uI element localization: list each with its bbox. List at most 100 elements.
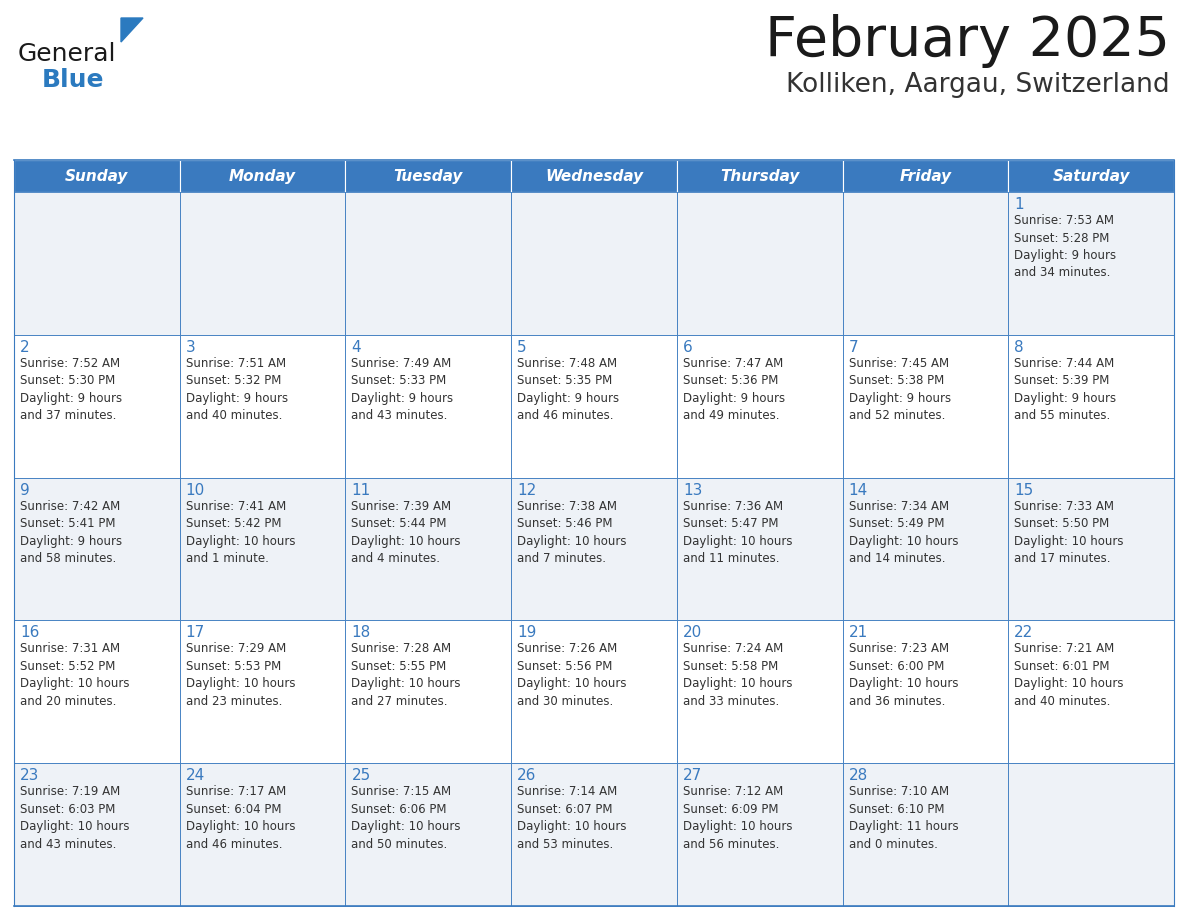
Text: 6: 6: [683, 340, 693, 354]
Bar: [677, 477, 842, 621]
Text: 12: 12: [517, 483, 537, 498]
Text: Wednesday: Wednesday: [545, 169, 643, 184]
Text: Sunrise: 7:24 AM
Sunset: 5:58 PM
Daylight: 10 hours
and 33 minutes.: Sunrise: 7:24 AM Sunset: 5:58 PM Dayligh…: [683, 643, 792, 708]
Bar: [842, 192, 1009, 335]
Text: Sunrise: 7:51 AM
Sunset: 5:32 PM
Daylight: 9 hours
and 40 minutes.: Sunrise: 7:51 AM Sunset: 5:32 PM Dayligh…: [185, 357, 287, 422]
Bar: [677, 335, 842, 477]
Text: Sunrise: 7:48 AM
Sunset: 5:35 PM
Daylight: 9 hours
and 46 minutes.: Sunrise: 7:48 AM Sunset: 5:35 PM Dayligh…: [517, 357, 619, 422]
Bar: [511, 477, 677, 621]
Bar: [14, 192, 179, 335]
Text: Sunrise: 7:42 AM
Sunset: 5:41 PM
Daylight: 9 hours
and 58 minutes.: Sunrise: 7:42 AM Sunset: 5:41 PM Dayligh…: [20, 499, 122, 565]
Text: Sunrise: 7:38 AM
Sunset: 5:46 PM
Daylight: 10 hours
and 7 minutes.: Sunrise: 7:38 AM Sunset: 5:46 PM Dayligh…: [517, 499, 626, 565]
Text: Sunrise: 7:33 AM
Sunset: 5:50 PM
Daylight: 10 hours
and 17 minutes.: Sunrise: 7:33 AM Sunset: 5:50 PM Dayligh…: [1015, 499, 1124, 565]
Bar: [14, 621, 179, 763]
Bar: [1009, 335, 1174, 477]
Bar: [842, 160, 1009, 192]
Text: Sunrise: 7:41 AM
Sunset: 5:42 PM
Daylight: 10 hours
and 1 minute.: Sunrise: 7:41 AM Sunset: 5:42 PM Dayligh…: [185, 499, 295, 565]
Text: February 2025: February 2025: [765, 14, 1170, 68]
Text: Friday: Friday: [899, 169, 952, 184]
Bar: [1009, 621, 1174, 763]
Bar: [14, 160, 179, 192]
Text: Tuesday: Tuesday: [393, 169, 463, 184]
Text: Sunrise: 7:29 AM
Sunset: 5:53 PM
Daylight: 10 hours
and 23 minutes.: Sunrise: 7:29 AM Sunset: 5:53 PM Dayligh…: [185, 643, 295, 708]
Text: Sunrise: 7:10 AM
Sunset: 6:10 PM
Daylight: 11 hours
and 0 minutes.: Sunrise: 7:10 AM Sunset: 6:10 PM Dayligh…: [848, 785, 959, 851]
Bar: [1009, 160, 1174, 192]
Text: 13: 13: [683, 483, 702, 498]
Text: Sunrise: 7:52 AM
Sunset: 5:30 PM
Daylight: 9 hours
and 37 minutes.: Sunrise: 7:52 AM Sunset: 5:30 PM Dayligh…: [20, 357, 122, 422]
Polygon shape: [121, 18, 143, 42]
Text: 8: 8: [1015, 340, 1024, 354]
Text: 7: 7: [848, 340, 858, 354]
Text: 14: 14: [848, 483, 867, 498]
Text: 3: 3: [185, 340, 196, 354]
Bar: [179, 477, 346, 621]
Text: 26: 26: [517, 768, 537, 783]
Bar: [677, 192, 842, 335]
Text: 25: 25: [352, 768, 371, 783]
Text: 5: 5: [517, 340, 526, 354]
Bar: [179, 160, 346, 192]
Bar: [179, 763, 346, 906]
Text: 28: 28: [848, 768, 867, 783]
Bar: [346, 160, 511, 192]
Text: Sunrise: 7:53 AM
Sunset: 5:28 PM
Daylight: 9 hours
and 34 minutes.: Sunrise: 7:53 AM Sunset: 5:28 PM Dayligh…: [1015, 214, 1117, 279]
Bar: [1009, 477, 1174, 621]
Bar: [677, 621, 842, 763]
Text: 20: 20: [683, 625, 702, 641]
Text: Sunrise: 7:36 AM
Sunset: 5:47 PM
Daylight: 10 hours
and 11 minutes.: Sunrise: 7:36 AM Sunset: 5:47 PM Dayligh…: [683, 499, 792, 565]
Text: 22: 22: [1015, 625, 1034, 641]
Bar: [14, 477, 179, 621]
Text: 23: 23: [20, 768, 39, 783]
Text: Monday: Monday: [229, 169, 296, 184]
Bar: [842, 477, 1009, 621]
Text: General: General: [18, 42, 116, 66]
Bar: [346, 621, 511, 763]
Text: Thursday: Thursday: [720, 169, 800, 184]
Text: Sunrise: 7:23 AM
Sunset: 6:00 PM
Daylight: 10 hours
and 36 minutes.: Sunrise: 7:23 AM Sunset: 6:00 PM Dayligh…: [848, 643, 958, 708]
Text: 9: 9: [20, 483, 30, 498]
Bar: [14, 763, 179, 906]
Text: 11: 11: [352, 483, 371, 498]
Bar: [511, 763, 677, 906]
Text: Sunrise: 7:26 AM
Sunset: 5:56 PM
Daylight: 10 hours
and 30 minutes.: Sunrise: 7:26 AM Sunset: 5:56 PM Dayligh…: [517, 643, 626, 708]
Text: 24: 24: [185, 768, 206, 783]
Text: 10: 10: [185, 483, 206, 498]
Bar: [179, 621, 346, 763]
Text: 2: 2: [20, 340, 30, 354]
Text: Sunrise: 7:12 AM
Sunset: 6:09 PM
Daylight: 10 hours
and 56 minutes.: Sunrise: 7:12 AM Sunset: 6:09 PM Dayligh…: [683, 785, 792, 851]
Bar: [179, 192, 346, 335]
Bar: [842, 335, 1009, 477]
Text: Sunrise: 7:14 AM
Sunset: 6:07 PM
Daylight: 10 hours
and 53 minutes.: Sunrise: 7:14 AM Sunset: 6:07 PM Dayligh…: [517, 785, 626, 851]
Text: Sunrise: 7:28 AM
Sunset: 5:55 PM
Daylight: 10 hours
and 27 minutes.: Sunrise: 7:28 AM Sunset: 5:55 PM Dayligh…: [352, 643, 461, 708]
Bar: [677, 160, 842, 192]
Text: Blue: Blue: [42, 68, 105, 92]
Bar: [677, 763, 842, 906]
Bar: [842, 621, 1009, 763]
Text: Sunrise: 7:21 AM
Sunset: 6:01 PM
Daylight: 10 hours
and 40 minutes.: Sunrise: 7:21 AM Sunset: 6:01 PM Dayligh…: [1015, 643, 1124, 708]
Text: Sunrise: 7:15 AM
Sunset: 6:06 PM
Daylight: 10 hours
and 50 minutes.: Sunrise: 7:15 AM Sunset: 6:06 PM Dayligh…: [352, 785, 461, 851]
Text: Sunrise: 7:39 AM
Sunset: 5:44 PM
Daylight: 10 hours
and 4 minutes.: Sunrise: 7:39 AM Sunset: 5:44 PM Dayligh…: [352, 499, 461, 565]
Text: 16: 16: [20, 625, 39, 641]
Bar: [511, 160, 677, 192]
Text: 1: 1: [1015, 197, 1024, 212]
Bar: [1009, 192, 1174, 335]
Text: Sunrise: 7:17 AM
Sunset: 6:04 PM
Daylight: 10 hours
and 46 minutes.: Sunrise: 7:17 AM Sunset: 6:04 PM Dayligh…: [185, 785, 295, 851]
Text: 27: 27: [683, 768, 702, 783]
Text: 15: 15: [1015, 483, 1034, 498]
Text: Sunrise: 7:44 AM
Sunset: 5:39 PM
Daylight: 9 hours
and 55 minutes.: Sunrise: 7:44 AM Sunset: 5:39 PM Dayligh…: [1015, 357, 1117, 422]
Text: Sunday: Sunday: [65, 169, 128, 184]
Text: Sunrise: 7:34 AM
Sunset: 5:49 PM
Daylight: 10 hours
and 14 minutes.: Sunrise: 7:34 AM Sunset: 5:49 PM Dayligh…: [848, 499, 958, 565]
Text: Sunrise: 7:47 AM
Sunset: 5:36 PM
Daylight: 9 hours
and 49 minutes.: Sunrise: 7:47 AM Sunset: 5:36 PM Dayligh…: [683, 357, 785, 422]
Bar: [346, 335, 511, 477]
Bar: [346, 477, 511, 621]
Text: 21: 21: [848, 625, 867, 641]
Text: Sunrise: 7:19 AM
Sunset: 6:03 PM
Daylight: 10 hours
and 43 minutes.: Sunrise: 7:19 AM Sunset: 6:03 PM Dayligh…: [20, 785, 129, 851]
Bar: [511, 621, 677, 763]
Text: 19: 19: [517, 625, 537, 641]
Text: 18: 18: [352, 625, 371, 641]
Bar: [179, 335, 346, 477]
Bar: [346, 763, 511, 906]
Text: Kolliken, Aargau, Switzerland: Kolliken, Aargau, Switzerland: [786, 72, 1170, 98]
Text: 17: 17: [185, 625, 206, 641]
Text: Saturday: Saturday: [1053, 169, 1130, 184]
